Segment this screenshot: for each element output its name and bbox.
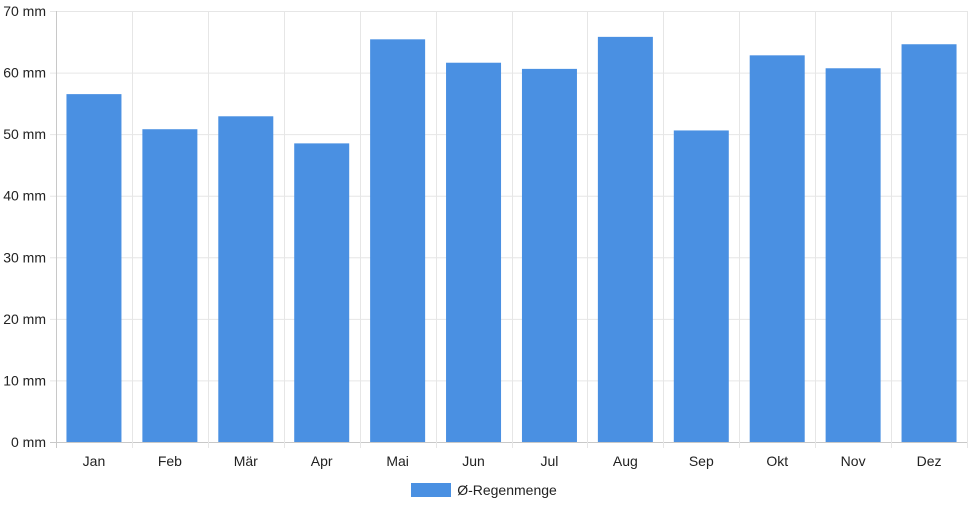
bar bbox=[749, 55, 805, 443]
rainfall-bar-chart: 0 mm 10 mm 20 mm 30 mm 40 mm 50 mm 60 mm 70 mm J… bbox=[3, 3, 968, 469]
bar bbox=[825, 68, 881, 443]
grid-layer bbox=[50, 11, 968, 448]
x-tick-label: Okt bbox=[766, 453, 788, 469]
bar bbox=[294, 143, 350, 442]
y-tick-label: 50 mm bbox=[3, 126, 46, 142]
x-tick-label: Mär bbox=[234, 453, 258, 469]
x-tick-label: Mai bbox=[386, 453, 409, 469]
x-tick-label: Jan bbox=[83, 453, 106, 469]
y-tick-label: 40 mm bbox=[3, 188, 46, 204]
legend-label: Ø-Regenmenge bbox=[457, 482, 557, 498]
bar bbox=[66, 94, 122, 442]
y-tick-label: 20 mm bbox=[3, 311, 46, 327]
y-tick-label: 0 mm bbox=[11, 434, 46, 450]
legend[interactable]: Ø-Regenmenge bbox=[0, 480, 968, 500]
bar bbox=[446, 62, 502, 442]
bar bbox=[142, 129, 198, 442]
x-tick-label: Jul bbox=[541, 453, 559, 469]
bar bbox=[901, 44, 957, 443]
bar-layer bbox=[66, 36, 957, 443]
label-layer: 0 mm 10 mm 20 mm 30 mm 40 mm 50 mm 60 mm 70 mm J… bbox=[3, 3, 941, 469]
x-tick-label: Jun bbox=[462, 453, 485, 469]
bar bbox=[521, 68, 577, 443]
x-tick-label: Feb bbox=[158, 453, 182, 469]
y-tick-label: 60 mm bbox=[3, 65, 46, 81]
bar bbox=[673, 130, 729, 442]
x-tick-label: Sep bbox=[689, 453, 714, 469]
x-tick-label: Aug bbox=[613, 453, 638, 469]
x-tick-label: Nov bbox=[841, 453, 866, 469]
bar bbox=[218, 116, 274, 442]
y-tick-label: 70 mm bbox=[3, 3, 46, 19]
x-tick-label: Apr bbox=[311, 453, 333, 469]
x-tick-label: Dez bbox=[917, 453, 942, 469]
legend-swatch bbox=[411, 483, 452, 497]
y-tick-label: 30 mm bbox=[3, 249, 46, 265]
bar bbox=[597, 36, 653, 443]
y-tick-label: 10 mm bbox=[3, 372, 46, 388]
bar bbox=[370, 39, 426, 443]
